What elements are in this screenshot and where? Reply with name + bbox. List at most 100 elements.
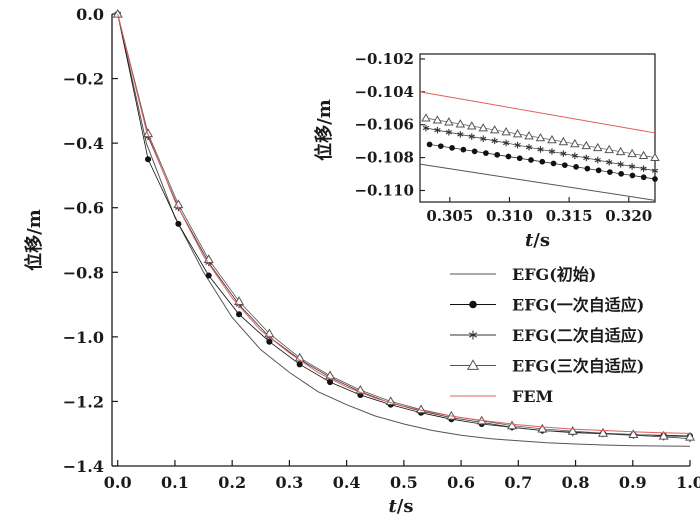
inset-series-point	[627, 148, 637, 158]
series-point	[658, 430, 669, 440]
inset-x-axis-label: t/s	[525, 230, 550, 251]
x-tick-label: 0.0	[104, 473, 132, 492]
series-line	[117, 13, 691, 434]
inset-series-point-stroke	[514, 142, 521, 148]
inset-series-point	[570, 138, 580, 148]
inset-series-point-stroke	[502, 140, 510, 146]
inset-series-point-stroke	[491, 138, 498, 143]
inset-series-point	[650, 152, 660, 162]
inset-series-point	[547, 134, 557, 144]
legend-item: EFG(一次自适应)	[450, 296, 644, 315]
series-point	[507, 420, 518, 430]
y-tick-label: −0.6	[63, 199, 104, 218]
series-point	[112, 8, 123, 18]
y-tick-label: −1.4	[63, 457, 104, 476]
x-tick-label: 0.3	[275, 473, 303, 492]
inset-series-point	[592, 142, 603, 152]
series-point	[628, 429, 639, 438]
inset-series-point	[550, 160, 557, 167]
inset-series-point	[426, 141, 433, 148]
inset-series-point	[467, 121, 477, 130]
series-point	[684, 431, 696, 441]
legend-item: EFG(三次自适应)	[450, 357, 644, 376]
series-point	[143, 128, 154, 138]
legend-swatch-marker	[469, 300, 477, 309]
inset-series-point	[421, 113, 431, 122]
inset-series-point	[628, 163, 636, 170]
legend-label: FEM	[512, 387, 553, 406]
x-tick-label: 0.7	[504, 473, 532, 492]
inset-series-point	[460, 146, 467, 153]
inset-series-point	[652, 176, 658, 182]
inset-series-point	[595, 167, 602, 174]
y-tick-label: 0.0	[76, 5, 104, 24]
y-tick-label: −0.8	[63, 263, 104, 282]
inset-series-point	[480, 135, 487, 142]
inset-series-point	[455, 119, 466, 128]
inset-series-line	[419, 163, 656, 201]
inset-series-point	[535, 132, 546, 142]
series-line	[117, 13, 691, 447]
inset-series-point	[583, 154, 590, 162]
series-point	[326, 379, 334, 386]
series-point	[205, 272, 212, 279]
x-axis-label: t/s	[388, 496, 413, 517]
inset-y-tick-label: −0.102	[354, 50, 414, 68]
legend: EFG(初始) EFG(一次自适应) EFG(二次自适应) EFG(三次自适应) FEM	[450, 265, 644, 406]
inset-series-point-stroke	[606, 160, 613, 165]
x-tick-label: 0.5	[390, 473, 418, 492]
inset-series-0	[419, 163, 656, 201]
inset-series-point	[524, 130, 534, 140]
inset-y-tick-label: −0.110	[354, 181, 414, 199]
x-tick-label: 0.4	[333, 473, 361, 492]
inset-series-point	[478, 123, 488, 132]
inset-series-line	[419, 91, 656, 134]
series-point	[597, 427, 609, 437]
inset-x-tick-label: 0.310	[486, 207, 533, 225]
legend-label: EFG(三次自适应)	[512, 357, 644, 376]
series-point	[567, 425, 578, 435]
inset-series-point-stroke	[628, 164, 636, 169]
inset-y-tick-label: −0.104	[354, 83, 414, 101]
y-axis-label: 位移/m	[23, 209, 45, 271]
series-point	[266, 338, 273, 345]
inset-series-point-stroke	[434, 128, 441, 133]
inset-series-point-stroke	[525, 145, 533, 150]
inset-series-point-stroke	[457, 132, 464, 137]
y-tick-label: −0.4	[63, 134, 104, 153]
inset-series-1	[426, 141, 658, 182]
inset-series-2	[422, 124, 659, 175]
inset-series-point	[501, 127, 511, 136]
inset-series-point	[640, 165, 647, 172]
inset-series-point	[607, 169, 613, 175]
inset-series-point-stroke	[445, 130, 453, 135]
inset-series-point	[489, 125, 500, 134]
inset-chart: −0.102 −0.104 −0.106 −0.108 −0.110 0.305 0.310…	[313, 50, 660, 251]
legend-label: EFG(一次自适应)	[512, 296, 644, 315]
inset-series-point	[629, 172, 636, 179]
x-axis-label-unit: /s	[397, 496, 414, 517]
inset-x-axis-label-unit: /s	[533, 230, 550, 251]
inset-series-point	[457, 131, 464, 138]
inset-x-tick-label: 0.320	[605, 207, 652, 225]
inset-series-point	[560, 150, 567, 157]
inset-series-point-stroke	[640, 166, 647, 171]
inset-series-point	[422, 124, 430, 132]
y-tick-label: −1.0	[63, 328, 104, 347]
inset-series-point	[516, 155, 523, 162]
inset-y-tick-label: −0.106	[354, 116, 414, 134]
legend-swatch-marker	[466, 359, 480, 370]
inset-series-point-stroke	[617, 162, 624, 167]
inset-series-point-stroke	[571, 153, 578, 158]
inset-series-point	[512, 129, 523, 138]
inset-series-point	[434, 126, 441, 134]
legend-swatch-marker-stroke	[468, 332, 478, 338]
inset-series-point	[539, 158, 546, 165]
inset-series-point	[561, 162, 568, 169]
inset-y-axis-label: 位移/m	[313, 99, 335, 161]
y-tick-label: −1.2	[63, 392, 104, 411]
inset-series-point	[651, 167, 659, 175]
inset-series-point-stroke	[560, 151, 567, 156]
inset-series-point	[514, 141, 521, 149]
